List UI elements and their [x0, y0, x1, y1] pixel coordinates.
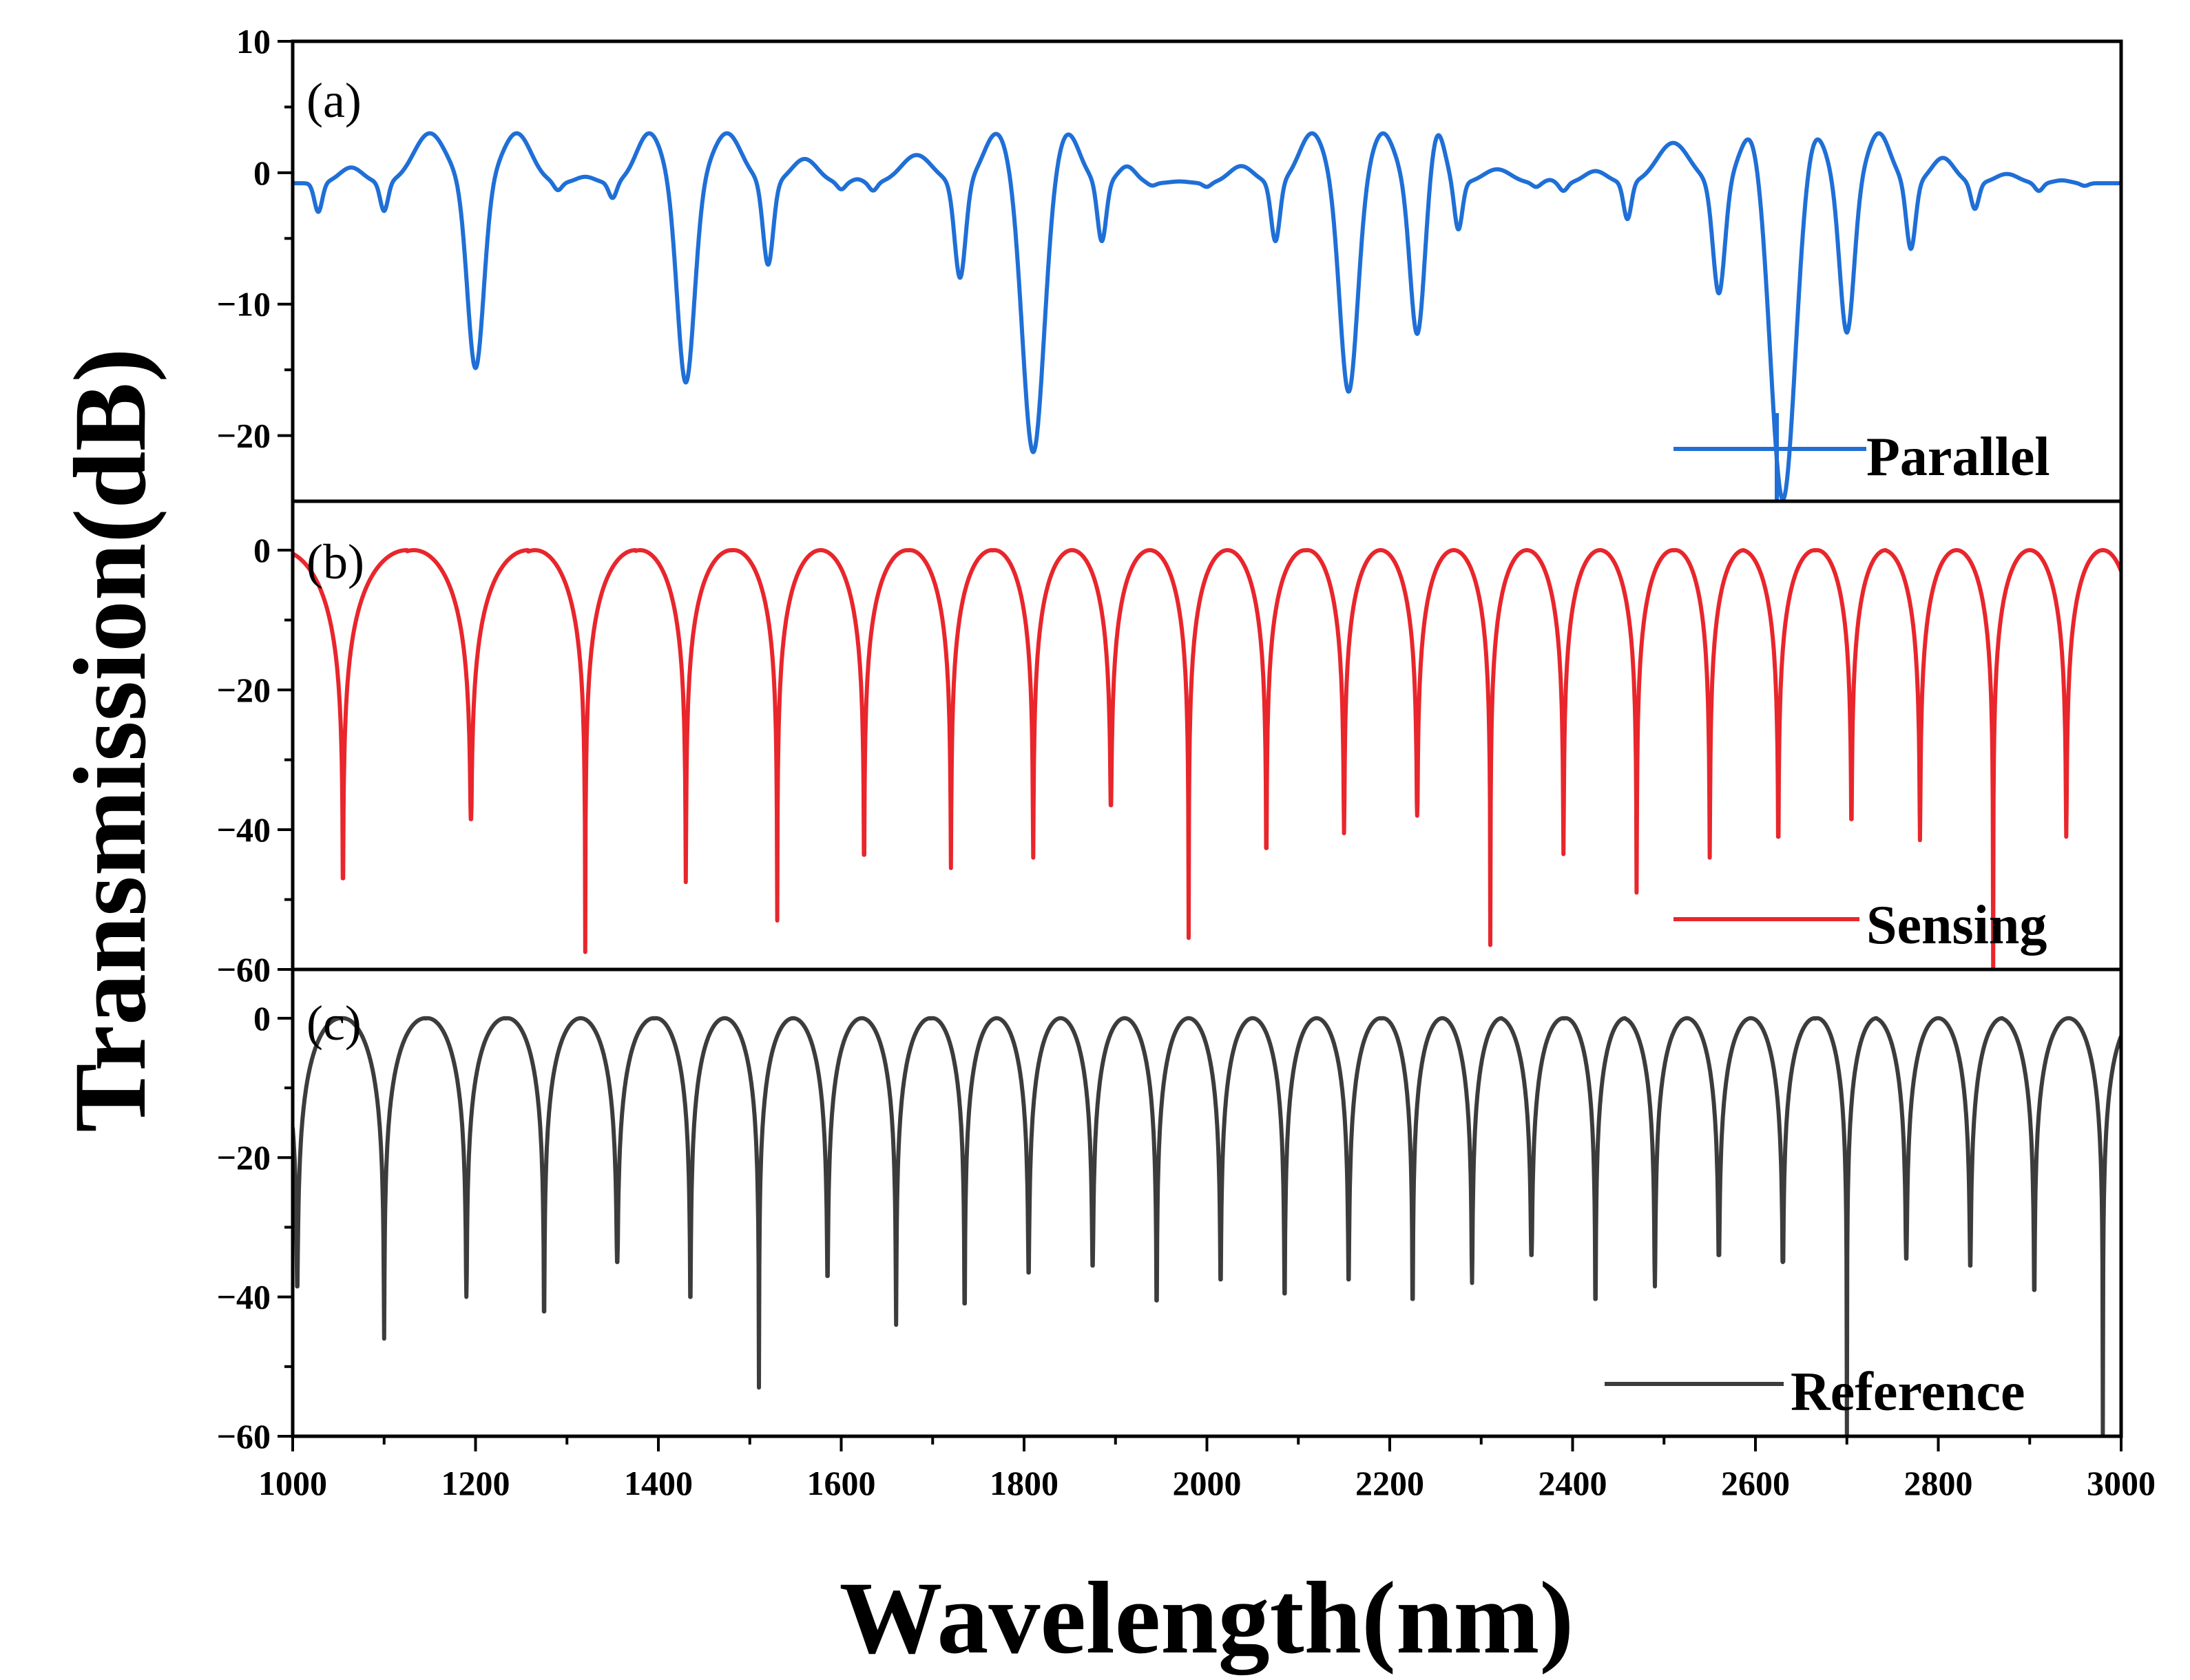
panel-c-y-ticks: 0 −20 −40 −60 — [217, 999, 293, 1456]
panel-b: 0 −20 −40 −60 (b) Sensing — [217, 531, 2121, 989]
panel-b-ytick-label: −40 — [217, 810, 271, 849]
legend-parallel-label: Parallel — [1866, 427, 2050, 487]
plot-frame — [291, 39, 2123, 1438]
x-tick-label: 3000 — [2087, 1464, 2156, 1502]
panel-a-ytick-label: 10 — [236, 22, 271, 61]
panel-c: 0 −20 −40 −60 (c) Reference — [217, 996, 2121, 1456]
reference-series-line — [293, 1016, 2121, 1436]
sensing-series-line — [293, 548, 2121, 969]
x-tick-label: 1200 — [441, 1464, 510, 1502]
panel-a-y-ticks: 10 0 −10 −20 — [217, 22, 293, 455]
parallel-series-line — [293, 131, 2121, 501]
panel-a-tag: (a) — [306, 73, 362, 128]
x-tick-label: 2800 — [1904, 1464, 1973, 1502]
legend-sensing-label: Sensing — [1866, 895, 2047, 956]
x-tick-label: 2600 — [1721, 1464, 1790, 1502]
panel-b-ytick-label: −20 — [217, 671, 271, 709]
x-tick-label: 2400 — [1539, 1464, 1607, 1502]
legend-reference: Reference — [1605, 1362, 2025, 1422]
x-tick-label: 2000 — [1173, 1464, 1242, 1502]
legend-sensing: Sensing — [1673, 895, 2047, 956]
panel-b-ytick-label: 0 — [253, 531, 271, 569]
panel-c-ytick-label: 0 — [253, 999, 271, 1038]
x-tick-label: 2200 — [1355, 1464, 1424, 1502]
panel-a-ytick-label: −20 — [217, 417, 271, 455]
x-tick-label: 1400 — [624, 1464, 693, 1502]
panel-b-tag: (b) — [306, 534, 364, 589]
legend-reference-label: Reference — [1791, 1362, 2025, 1422]
y-axis-title: Transmission(dB) — [53, 348, 167, 1132]
panel-c-ytick-label: −20 — [217, 1138, 271, 1177]
panel-a: 10 0 −10 −20 (a) Parallel — [217, 22, 2121, 501]
panel-b-y-ticks: 0 −20 −40 −60 — [217, 531, 293, 989]
x-tick-label: 1000 — [258, 1464, 327, 1502]
x-tick-label: 1800 — [990, 1464, 1058, 1502]
x-axis-title: Wavelength(nm) — [840, 1561, 1574, 1675]
panel-b-ytick-label: −60 — [217, 950, 271, 989]
panel-c-tag: (c) — [306, 996, 362, 1051]
panel-a-ytick-label: 0 — [253, 154, 271, 192]
x-tick-label: 1600 — [807, 1464, 876, 1502]
legend-parallel: Parallel — [1673, 413, 2050, 501]
panel-a-ytick-label: −10 — [217, 285, 271, 324]
x-axis: 1000 1200 1400 1600 1800 2000 2200 2400 2600 2800… — [258, 1436, 2156, 1502]
panel-c-ytick-label: −60 — [217, 1417, 271, 1456]
panel-c-ytick-label: −40 — [217, 1278, 271, 1316]
